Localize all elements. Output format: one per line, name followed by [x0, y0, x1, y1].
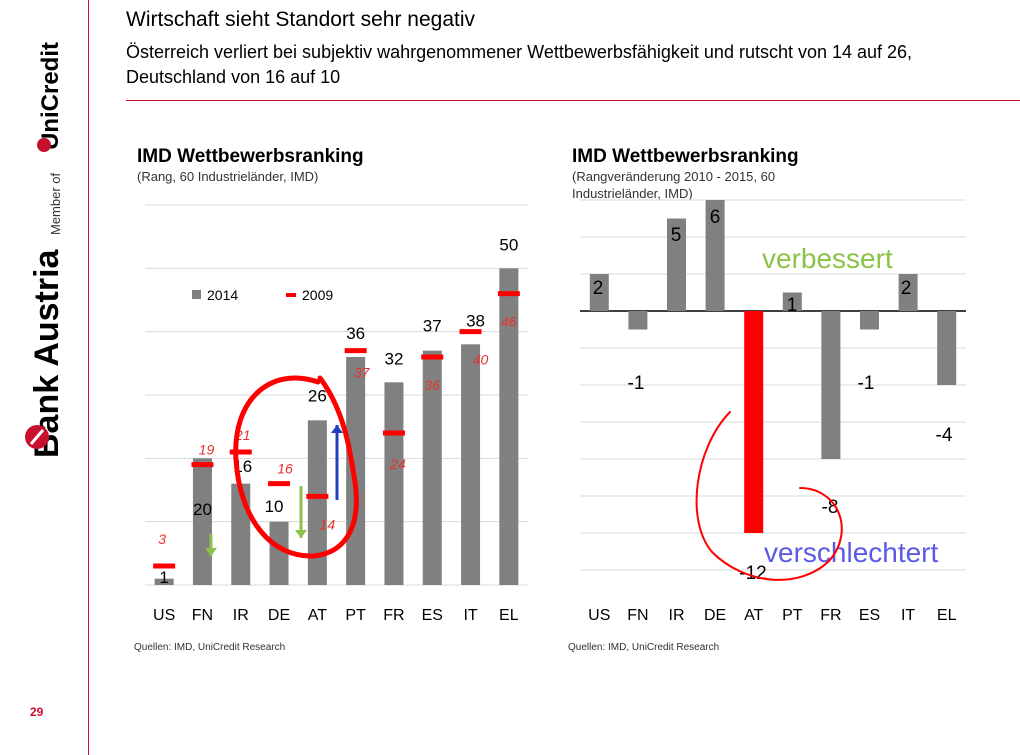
chart2-bar-ir [667, 218, 686, 311]
chart2-label-ir: 5 [671, 225, 682, 246]
chart2-label-fn: -1 [628, 373, 645, 394]
logo-brand-text: Bank Austria [28, 248, 66, 458]
chart1-bar-fn [192, 458, 212, 585]
chart1-x-tick-fr: FR [383, 607, 404, 624]
chart1-label-2009-de: 16 [277, 461, 293, 477]
chart1-bar-fr [384, 382, 404, 585]
chart1-bar-es [422, 350, 442, 585]
chart2-label-de: 6 [710, 207, 721, 228]
chart1-label-2009-es: 36 [424, 377, 440, 393]
chart1-title: IMD Wettbewerbsranking [137, 146, 364, 167]
chart1-bar-it [461, 344, 481, 585]
page-number: 29 [30, 705, 44, 719]
chart1-x-tick-us: US [153, 607, 175, 624]
chart1-x-tick-fn: FN [192, 607, 213, 624]
chart2-x-tick-at: AT [744, 607, 763, 624]
chart1-x-tick-de: DE [268, 607, 290, 624]
chart2-annotation-improved: verbessert [762, 243, 893, 274]
chart2-x-tick-el: EL [937, 607, 957, 624]
chart1-label-2014-fr: 32 [384, 349, 403, 368]
chart1-label-2014-us: 1 [159, 568, 168, 587]
chart1-subtitle: (Rang, 60 Industrieländer, IMD) [137, 169, 318, 184]
logo-member-of-text: Member of [48, 172, 63, 235]
chart1-highlight-circle-icon [233, 375, 359, 559]
chart2-bar-it [898, 274, 918, 311]
chart2-label-es: -1 [858, 373, 875, 394]
chart1-label-2009-fn: 19 [199, 442, 215, 458]
chart2-x-tick-es: ES [859, 607, 880, 624]
chart1-bar-at [307, 420, 327, 585]
chart2-x-tick-fr: FR [820, 607, 841, 624]
chart2-bar-fr [821, 311, 841, 459]
chart2-bar-de [705, 200, 725, 311]
chart2-label-pt: 1 [787, 295, 798, 316]
chart1-x-tick-it: IT [463, 607, 477, 624]
chart1-arrow-fn-icon-head [205, 548, 217, 556]
chart1-bar-el [499, 268, 519, 585]
chart1-label-2009-el: 46 [501, 314, 517, 330]
sidebar-divider [88, 0, 89, 755]
chart2-bar-el [937, 311, 957, 385]
chart2-source: Quellen: IMD, UniCredit Research [568, 642, 719, 653]
chart1-label-2009-pt: 37 [354, 365, 371, 381]
chart2-highlight-curve-icon [695, 411, 843, 581]
chart2-x-tick-fn: FN [627, 607, 648, 624]
chart2-bar-at [744, 311, 764, 533]
chart2-subtitle-line1: (Rangveränderung 2010 - 2015, 60 [572, 169, 775, 184]
chart2-label-us: 2 [593, 278, 604, 299]
chart1-label-2014-es: 37 [423, 317, 442, 336]
chart1-label-2009-at: 14 [320, 516, 336, 532]
chart2-label-it: 2 [901, 278, 912, 299]
chart2-x-tick-ir: IR [669, 607, 685, 624]
chart1-legend-label-2014: 2014 [207, 287, 238, 303]
chart1-source: Quellen: IMD, UniCredit Research [134, 642, 285, 653]
chart1-label-2009-it: 40 [473, 352, 489, 368]
chart1-x-tick-el: EL [499, 607, 519, 624]
emblem-stroke-icon [29, 429, 45, 445]
unicredit-emblem-icon [37, 138, 51, 152]
chart2-bar-fn [628, 311, 648, 330]
chart1-label-2014-el: 50 [499, 235, 518, 254]
bank-austria-logo: Bank Austria Member of UniCredit [25, 42, 66, 458]
title-rule [126, 100, 1020, 101]
slide-title: Wirtschaft sieht Standort sehr negativ [126, 8, 475, 31]
chart1-x-tick-ir: IR [233, 607, 249, 624]
chart2-label-el: -4 [936, 425, 953, 446]
chart1-label-2014-de: 10 [265, 497, 284, 516]
chart2-x-tick-de: DE [704, 607, 726, 624]
chart1-bar-us [154, 578, 174, 585]
chart1-legend-label-2009: 2009 [302, 287, 333, 303]
chart1-label-2014-it: 38 [466, 311, 485, 330]
chart1-label-2014-fn: 20 [193, 500, 212, 519]
chart2-subtitle-line2: Industrieländer, IMD) [572, 186, 693, 201]
chart1-x-tick-es: ES [422, 607, 443, 624]
slide-subtitle: Österreich verliert bei subjektiv wahrge… [126, 42, 913, 87]
chart1-label-2009-us: 3 [158, 531, 166, 547]
chart2-bar-es [860, 311, 879, 330]
chart1-x-tick-pt: PT [345, 607, 366, 624]
chart2-bar-us [589, 274, 609, 311]
chart2-x-tick-us: US [588, 607, 610, 624]
chart2-x-tick-pt: PT [782, 607, 803, 624]
chart2-x-tick-it: IT [901, 607, 915, 624]
chart2-annotation-worsened: verschlechtert [764, 537, 939, 568]
chart1-label-2009-fr: 24 [389, 456, 406, 472]
chart1-arrow-at-icon-head [331, 425, 343, 433]
chart1-label-2014-pt: 36 [346, 324, 365, 343]
chart1-x-tick-at: AT [308, 607, 327, 624]
chart2-label-fr: -8 [822, 497, 839, 518]
chart2-title: IMD Wettbewerbsranking [572, 146, 799, 167]
chart1-arrow-de-icon-head [295, 530, 307, 538]
chart1-bar-de [269, 521, 289, 585]
chart1-label-2014-at: 26 [308, 386, 327, 405]
chart2-bar-pt [782, 292, 802, 311]
logo-parent-text: UniCredit [37, 42, 64, 150]
chart1-legend-swatch-2014 [192, 290, 201, 299]
